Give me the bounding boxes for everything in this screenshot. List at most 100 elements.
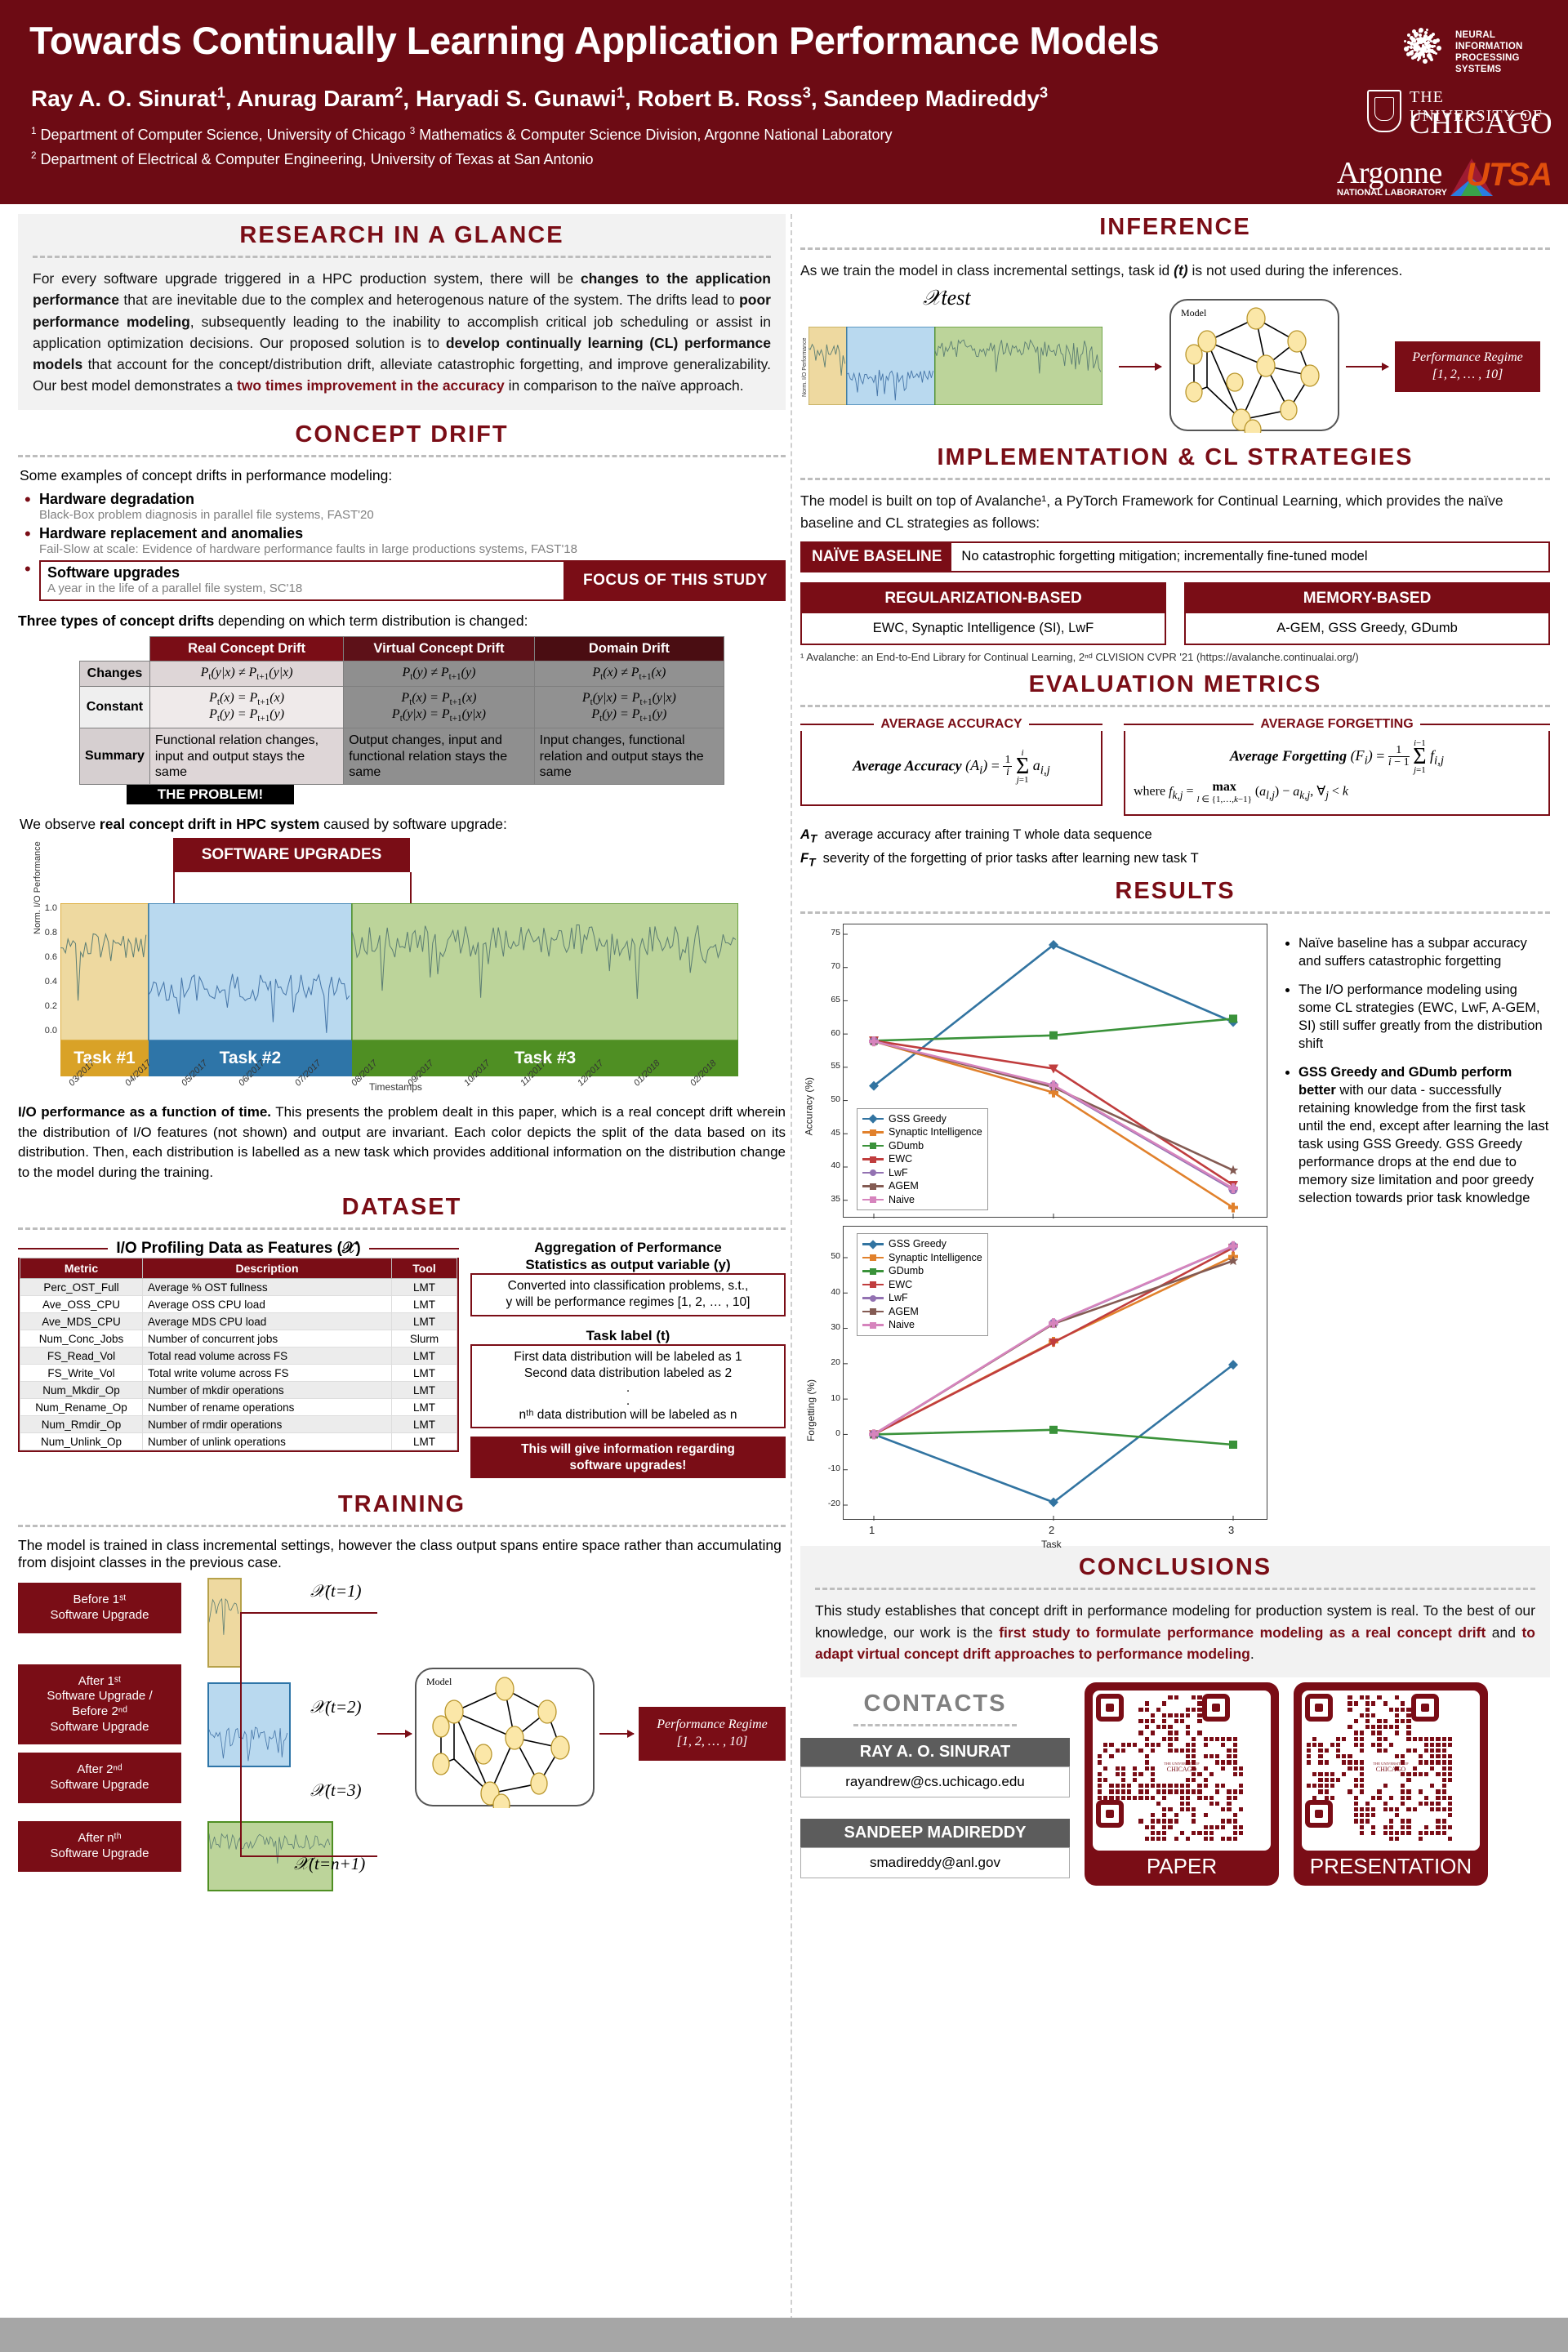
table-row: Perc_OST_Full Average % OST fullness LMT [20, 1278, 457, 1297]
legend-label-5: AGEM [889, 1180, 919, 1192]
conclusions-title: CONCLUSIONS [1078, 1554, 1272, 1581]
qr-pixel [1388, 1824, 1393, 1829]
cell-tool: Slurm [391, 1330, 457, 1348]
column-divider [791, 214, 792, 2337]
qr-pixel [1192, 1707, 1196, 1712]
section-concept-drift: CONCEPT DRIFT Some examples of concept d… [18, 421, 786, 804]
qr-pixel [1424, 1824, 1429, 1829]
legend-item-0: GSS Greedy [862, 1237, 982, 1251]
qr-pixel [1441, 1824, 1446, 1829]
qr-pixel [1395, 1766, 1400, 1771]
qr-pixel [1365, 1701, 1370, 1706]
qr-pixel [1359, 1806, 1364, 1812]
qr-pixel [1103, 1748, 1108, 1753]
qr-pixel [1098, 1777, 1102, 1783]
qr-code-presentation-icon[interactable]: THE UNIVERSITY OF CHICAGO [1302, 1690, 1480, 1851]
legend-label-1: Synaptic Intelligence [889, 1126, 982, 1138]
chart0-ytick-2: 45 [831, 1127, 840, 1138]
affiliation-line-2: 2 Department of Electrical & Computer En… [31, 150, 594, 167]
training-output-l2: [1, 2, … , 10] [676, 1735, 748, 1749]
qr-pixel [1447, 1795, 1452, 1800]
aggregation-box: Converted into classification problems, … [470, 1273, 786, 1316]
qr-pixel [1418, 1760, 1423, 1765]
qr-finder-pattern-icon [1410, 1694, 1439, 1722]
series-marker-2 [1229, 1441, 1237, 1450]
qr-pixel [1197, 1784, 1202, 1788]
qr-pixel [1215, 1736, 1220, 1741]
qr-label-paper: PAPER [1146, 1854, 1218, 1879]
qr-pixel [1430, 1748, 1435, 1753]
legend-swatch-5 [862, 1308, 884, 1316]
qr-pixel [1424, 1801, 1429, 1806]
chart1-y-axis-name: Forgetting (%) [805, 1379, 817, 1442]
training-model-graph-icon [432, 1677, 570, 1816]
timeseries-task-band-2: Task #3 [351, 1040, 738, 1076]
features-caption-text: I/O Profiling Data as Features (𝒳) [116, 1240, 361, 1258]
features-table: Metric Description Tool Perc_OST_Full Ave… [20, 1258, 457, 1451]
qr-pixel [1168, 1736, 1173, 1741]
naive-baseline-tag: NAÏVE BASELINE [802, 542, 952, 571]
qr-pixel [1312, 1784, 1317, 1788]
qr-pixel [1406, 1789, 1411, 1794]
qr-pixel [1150, 1748, 1155, 1753]
qr-pixel [1377, 1731, 1382, 1735]
qr-pixel [1120, 1766, 1125, 1771]
qr-pixel [1365, 1695, 1370, 1700]
results-note-2: GSS Greedy and GDumb perform better with… [1298, 1064, 1550, 1208]
legend-item-3: EWC [862, 1278, 982, 1292]
col-metric: Metric [20, 1258, 143, 1280]
qr-pixel [1150, 1813, 1155, 1818]
timeseries-task-region-0 [60, 902, 149, 1041]
timeseries-y-axis-label: Norm. I/O Performance [33, 841, 42, 934]
naive-baseline-desc: No catastrophic forgetting mitigation; i… [951, 542, 1548, 571]
drift-summary-virtual: Output changes, input and functional rel… [343, 728, 535, 785]
qr-pixel [1324, 1760, 1329, 1765]
series-marker-3 [1049, 1339, 1058, 1348]
cell-description: Total read volume across FS [142, 1347, 392, 1365]
qr-pixel [1144, 1795, 1149, 1800]
qr-pixel [1383, 1736, 1388, 1741]
qr-code-paper-icon[interactable]: THE UNIVERSITY OF CHICAGO [1093, 1690, 1271, 1851]
chart0-ytick-6: 65 [831, 994, 840, 1004]
chart1-xtick-2: 3 [1228, 1524, 1235, 1537]
qr-pixel [1227, 1748, 1232, 1753]
qr-pixel [1406, 1777, 1411, 1783]
contact-name-0: RAY A. O. SINURAT [800, 1738, 1070, 1767]
qr-pixel [1168, 1806, 1173, 1812]
qr-pixel [1353, 1806, 1358, 1812]
qr-card-presentation[interactable]: THE UNIVERSITY OF CHICAGO PRESENTATION [1294, 1682, 1488, 1886]
qr-pixel [1436, 1754, 1441, 1759]
inference-title: INFERENCE [1099, 214, 1251, 240]
contact-email-0[interactable]: rayandrew@cs.uchicago.edu [800, 1766, 1070, 1798]
series-marker-2 [1049, 1426, 1058, 1435]
qr-pixel [1447, 1766, 1452, 1771]
contact-email-1[interactable]: smadireddy@anl.gov [800, 1847, 1070, 1879]
table-row: Num_Rmdir_Op Number of rmdir operations LM… [20, 1415, 457, 1434]
right-column: INFERENCE As we train the model in class… [800, 214, 1551, 1886]
qr-pixel [1359, 1824, 1364, 1829]
qr-card-paper[interactable]: THE UNIVERSITY OF CHICAGO PAPER [1085, 1682, 1279, 1886]
cell-description: Average OSS CPU load [142, 1295, 392, 1314]
qr-pixel [1383, 1725, 1388, 1730]
qr-pixel [1168, 1713, 1173, 1717]
qr-pixel [1424, 1795, 1429, 1800]
legend-item-6: Naive [862, 1193, 982, 1207]
qr-pixel [1179, 1795, 1184, 1800]
qr-pixel [1120, 1742, 1125, 1747]
qr-pixel [1406, 1731, 1411, 1735]
cell-tool: LMT [391, 1415, 457, 1434]
legend-marker-1 [870, 1129, 876, 1136]
upgrade-arrow-right [410, 871, 412, 906]
legend-label-4: LwF [889, 1166, 908, 1178]
qr-pixel [1359, 1813, 1364, 1818]
qr-pixel [1365, 1725, 1370, 1730]
conclusions-paragraph: This study establishes that concept drif… [815, 1602, 1535, 1662]
qr-pixel [1238, 1806, 1243, 1812]
qr-pixel [1353, 1784, 1358, 1788]
qr-pixel [1103, 1795, 1108, 1800]
series-marker-2 [1229, 1014, 1237, 1023]
uchicago-logo: THE UNIVERSITY OF CHICAGO [1367, 85, 1552, 149]
qr-pixel [1424, 1830, 1429, 1835]
forgetting-chart-axes [800, 1520, 1274, 1543]
qr-pixel [1215, 1754, 1220, 1759]
